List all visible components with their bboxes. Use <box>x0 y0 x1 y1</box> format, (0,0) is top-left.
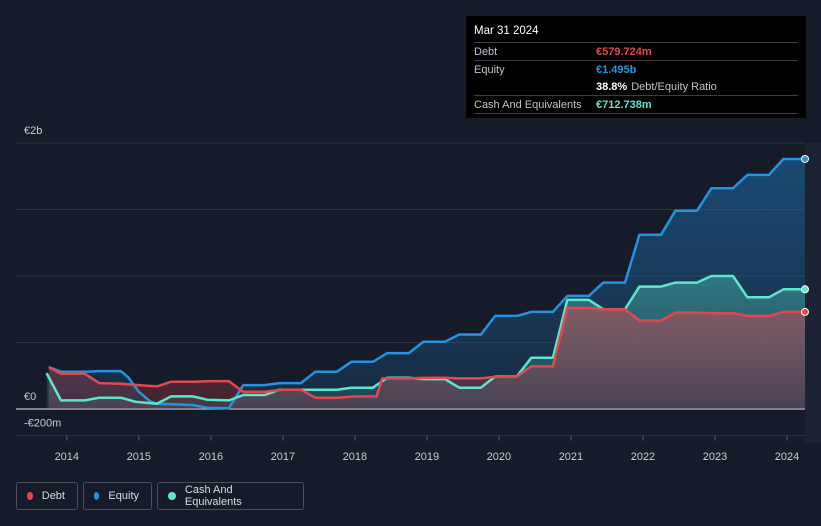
debt-end-marker <box>801 307 809 316</box>
series-lines <box>45 157 805 410</box>
debt-area <box>48 307 806 409</box>
legend-equity-label: Equity <box>108 490 139 502</box>
tooltip-ratio-value: 38.8% <box>596 80 628 93</box>
equity-dot-icon <box>94 492 100 500</box>
equity-end-marker <box>801 154 809 163</box>
cash-line <box>45 274 805 405</box>
x-tick-label: 2022 <box>631 451 655 463</box>
x-tick-label: 2021 <box>559 451 583 463</box>
tooltip-equity-row: Equity €1.495b <box>474 60 798 78</box>
tooltip-ratio-row: 38.8% Debt/Equity Ratio <box>474 78 798 95</box>
y-tick-label: -€200m <box>24 418 61 430</box>
tooltip-equity-value: €1.495b <box>596 63 637 76</box>
x-tick-label: 2017 <box>271 451 295 463</box>
tooltip-cash-value: €712.738m <box>596 98 652 111</box>
tooltip-date: Mar 31 2024 <box>474 25 539 37</box>
x-tick-label: 2024 <box>775 451 799 463</box>
x-tick-label: 2023 <box>703 451 727 463</box>
legend-cash-label: Cash And Equivalents <box>184 484 242 508</box>
legend-item-equity[interactable]: Equity <box>83 482 152 510</box>
x-tick-label: 2015 <box>127 451 151 463</box>
y-tick-label: €0 <box>24 391 36 403</box>
debt-dot-icon <box>27 492 33 500</box>
tooltip: Mar 31 2024 Debt €579.724m Equity €1.495… <box>466 16 806 118</box>
legend-item-debt[interactable]: Debt <box>16 482 78 510</box>
x-tick-label: 2019 <box>415 451 439 463</box>
end-markers <box>801 154 809 316</box>
cash-dot-icon <box>168 492 176 500</box>
x-tick-label: 2020 <box>487 451 511 463</box>
y-tick-label: €2b <box>24 125 42 137</box>
x-tick-label: 2014 <box>55 451 79 463</box>
tooltip-debt-value: €579.724m <box>596 45 652 58</box>
debt-line <box>48 306 805 399</box>
cash-end-marker <box>801 285 809 294</box>
legend-item-cash[interactable]: Cash And Equivalents <box>157 482 304 510</box>
tooltip-debt-label: Debt <box>474 45 498 58</box>
x-tick-label: 2016 <box>199 451 223 463</box>
tooltip-cash-label: Cash And Equivalents <box>474 98 582 111</box>
x-tick-label: 2018 <box>343 451 367 463</box>
legend-debt-label: Debt <box>41 490 65 502</box>
series-areas <box>46 159 806 409</box>
y-axis-labels: €2b €0 -€200m <box>24 125 61 430</box>
tooltip-debt-row: Debt €579.724m <box>474 42 798 60</box>
equity-line <box>48 157 805 410</box>
tooltip-cash-row: Cash And Equivalents €712.738m <box>474 95 798 114</box>
tooltip-ratio-label: Debt/Equity Ratio <box>631 80 717 93</box>
tooltip-equity-label: Equity <box>474 63 505 76</box>
future-region <box>805 143 821 443</box>
x-axis-labels: 2014 2015 2016 2017 2018 2019 2020 2021 2022 2023… <box>55 435 799 463</box>
